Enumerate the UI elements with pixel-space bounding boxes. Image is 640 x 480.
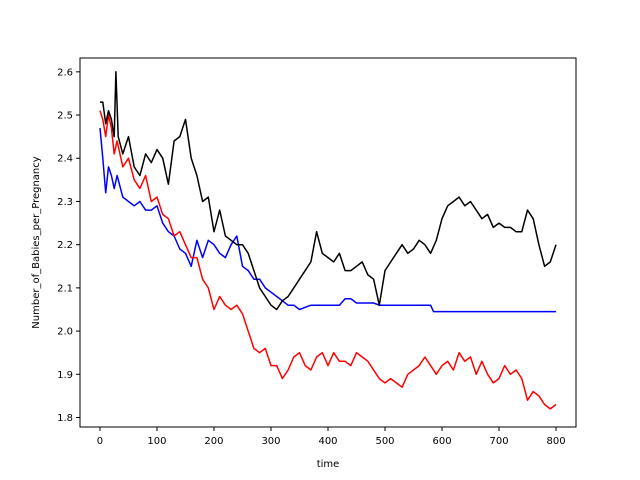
y-tick-label: 2.0: [57, 327, 73, 338]
x-axis-ticks: 0 100 200 300 400 500 600 700 800: [97, 427, 566, 447]
x-axis-label: time: [317, 459, 340, 470]
y-tick-label: 1.8: [57, 413, 73, 424]
y-tick-label: 2.1: [57, 283, 73, 294]
series-line-1: [99, 127, 556, 313]
x-tick-label: 500: [375, 436, 394, 447]
x-tick-label: 300: [261, 436, 280, 447]
y-tick-label: 2.4: [57, 154, 73, 165]
y-tick-label: 2.3: [57, 197, 73, 208]
x-tick-label: 600: [432, 436, 451, 447]
x-tick-label: 800: [546, 436, 565, 447]
series-line-2: [99, 110, 557, 410]
x-tick-label: 200: [204, 436, 223, 447]
y-tick-label: 1.9: [57, 370, 73, 381]
y-tick-label: 2.6: [57, 67, 73, 78]
y-axis-label: Number_of_Babies_per_Pregnancy: [31, 156, 42, 328]
y-axis-ticks: 1.8 1.9 2.0 2.1 2.2 2.3 2.4 2.5 2.6: [57, 67, 80, 424]
y-tick-label: 2.2: [57, 240, 73, 251]
x-tick-label: 700: [489, 436, 508, 447]
x-tick-label: 0: [97, 436, 103, 447]
x-tick-label: 400: [318, 436, 337, 447]
y-tick-label: 2.5: [57, 111, 73, 122]
x-tick-label: 100: [147, 436, 166, 447]
series-layer: [99, 71, 557, 410]
series-line-3: [100, 71, 557, 311]
